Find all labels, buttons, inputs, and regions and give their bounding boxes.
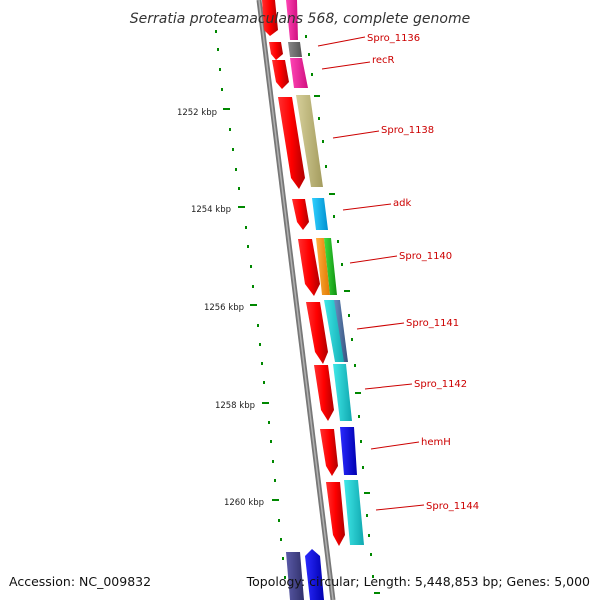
gene-arrow[interactable] <box>292 199 309 230</box>
kbp-scale: 1252 kbp 1254 kbp 1256 kbp 1258 kbp 1260… <box>177 30 286 579</box>
gene-arrow[interactable] <box>326 482 345 546</box>
gene-arrow[interactable] <box>262 0 278 36</box>
kbp-tick-label: 1260 kbp <box>224 498 264 508</box>
kbp-tick-label: 1254 kbp <box>191 205 231 215</box>
topology-summary: Topology: circular; Length: 5,448,853 bp… <box>246 574 590 589</box>
gene-arrow[interactable] <box>320 429 338 476</box>
gene-arrow[interactable] <box>314 365 334 421</box>
gene-feature[interactable] <box>290 58 308 88</box>
kbp-tick-label: 1252 kbp <box>177 108 217 118</box>
gene-arrow[interactable] <box>269 42 283 60</box>
gene-arrow[interactable] <box>272 60 289 89</box>
gene-feature[interactable] <box>316 238 330 295</box>
gene-feature[interactable] <box>334 300 348 362</box>
gene-arrow[interactable] <box>306 302 328 364</box>
gene-feature[interactable] <box>296 95 323 187</box>
gene-feature[interactable] <box>324 238 337 295</box>
kbp-tick-label: 1258 kbp <box>215 401 255 411</box>
gene-label-spro-1138[interactable]: Spro_1138 <box>381 125 434 136</box>
gene-arrow[interactable] <box>298 239 320 296</box>
gene-feature[interactable] <box>312 198 328 230</box>
gene-label-spro-1136[interactable]: Spro_1136 <box>367 33 420 44</box>
gene-feature[interactable] <box>333 364 352 421</box>
gene-feature[interactable] <box>286 0 298 40</box>
outer-tick-ring <box>305 35 380 594</box>
gene-labels: Spro_1136 recR Spro_1138 adk Spro_1140 S… <box>317 33 479 512</box>
cog-track <box>286 0 364 600</box>
gene-label-spro-1140[interactable]: Spro_1140 <box>399 251 452 262</box>
gene-label-spro-1144[interactable]: Spro_1144 <box>426 501 479 512</box>
gene-label-spro-1141[interactable]: Spro_1141 <box>406 318 459 329</box>
accession-text: Accession: NC_009832 <box>9 574 151 589</box>
kbp-tick-label: 1256 kbp <box>204 303 244 313</box>
gene-label-spro-1142[interactable]: Spro_1142 <box>414 379 467 390</box>
gene-label-adk[interactable]: adk <box>393 198 411 209</box>
gene-feature[interactable] <box>305 549 324 600</box>
gene-label-hemh[interactable]: hemH <box>421 437 451 448</box>
gene-track <box>262 0 345 546</box>
gene-feature[interactable] <box>286 552 304 600</box>
map-title: Serratia proteamaculans 568, complete ge… <box>130 11 470 27</box>
gene-feature[interactable] <box>324 300 345 362</box>
gene-feature[interactable] <box>344 480 364 545</box>
gene-feature[interactable] <box>288 42 302 57</box>
gene-feature[interactable] <box>340 427 357 475</box>
gene-arrow[interactable] <box>278 97 305 189</box>
gene-label-recr[interactable]: recR <box>372 55 395 66</box>
genome-backbone <box>256 0 336 600</box>
